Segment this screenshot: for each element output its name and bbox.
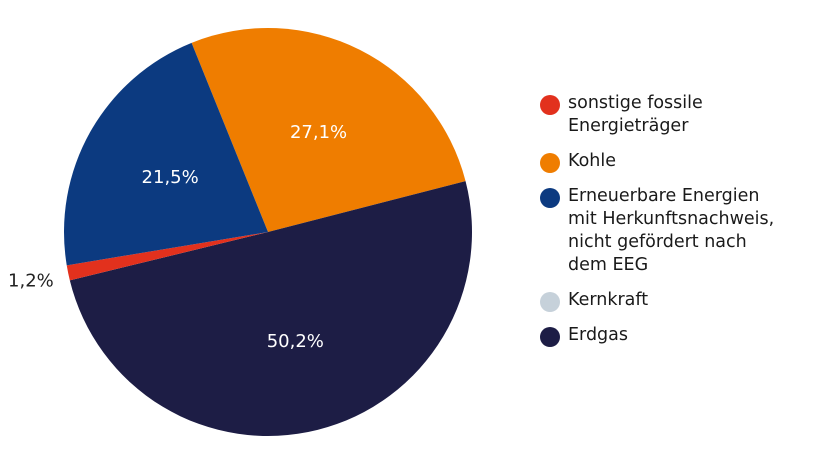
legend-label: Kohle [568, 151, 617, 171]
legend-label: Erneuerbare Energien mit Herkunftsnachwe… [568, 186, 775, 275]
slice-value-label: 1,2% [8, 270, 54, 291]
pie-slice-sonstige [66, 232, 268, 281]
legend-item-kernkraft: Kernkraft [540, 289, 825, 312]
legend-swatch-red-circle-icon [540, 95, 560, 115]
legend-label: Kernkraft [568, 290, 649, 310]
slice-value-label: 27,1% [290, 122, 347, 143]
legend-item-sonstige-fossile: sonstige fossile Energieträger [540, 92, 825, 138]
legend-label: Erdgas [568, 325, 629, 345]
slice-value-label: 21,5% [142, 167, 199, 188]
pie-slice-erneuerbare [63, 42, 268, 266]
pie-slice-erdgas [69, 181, 472, 436]
legend-item-erneuerbare: Erneuerbare Energien mit Herkunftsnachwe… [540, 185, 825, 277]
legend-swatch-blue-circle-icon [540, 188, 560, 208]
legend-item-erdgas: Erdgas [540, 324, 825, 347]
pie-chart: 27,1% 50,2% 1,2% 21,5% [8, 28, 472, 436]
legend-swatch-navy-circle-icon [540, 327, 560, 347]
pie-slice-kohle [191, 28, 466, 232]
legend-label: sonstige fossile Energieträger [568, 93, 703, 136]
slice-value-label: 50,2% [267, 331, 324, 352]
legend-swatch-orange-circle-icon [540, 153, 560, 173]
legend: sonstige fossile Energieträger Kohle Ern… [540, 92, 825, 359]
legend-item-kohle: Kohle [540, 150, 825, 173]
legend-swatch-gray-circle-icon [540, 292, 560, 312]
